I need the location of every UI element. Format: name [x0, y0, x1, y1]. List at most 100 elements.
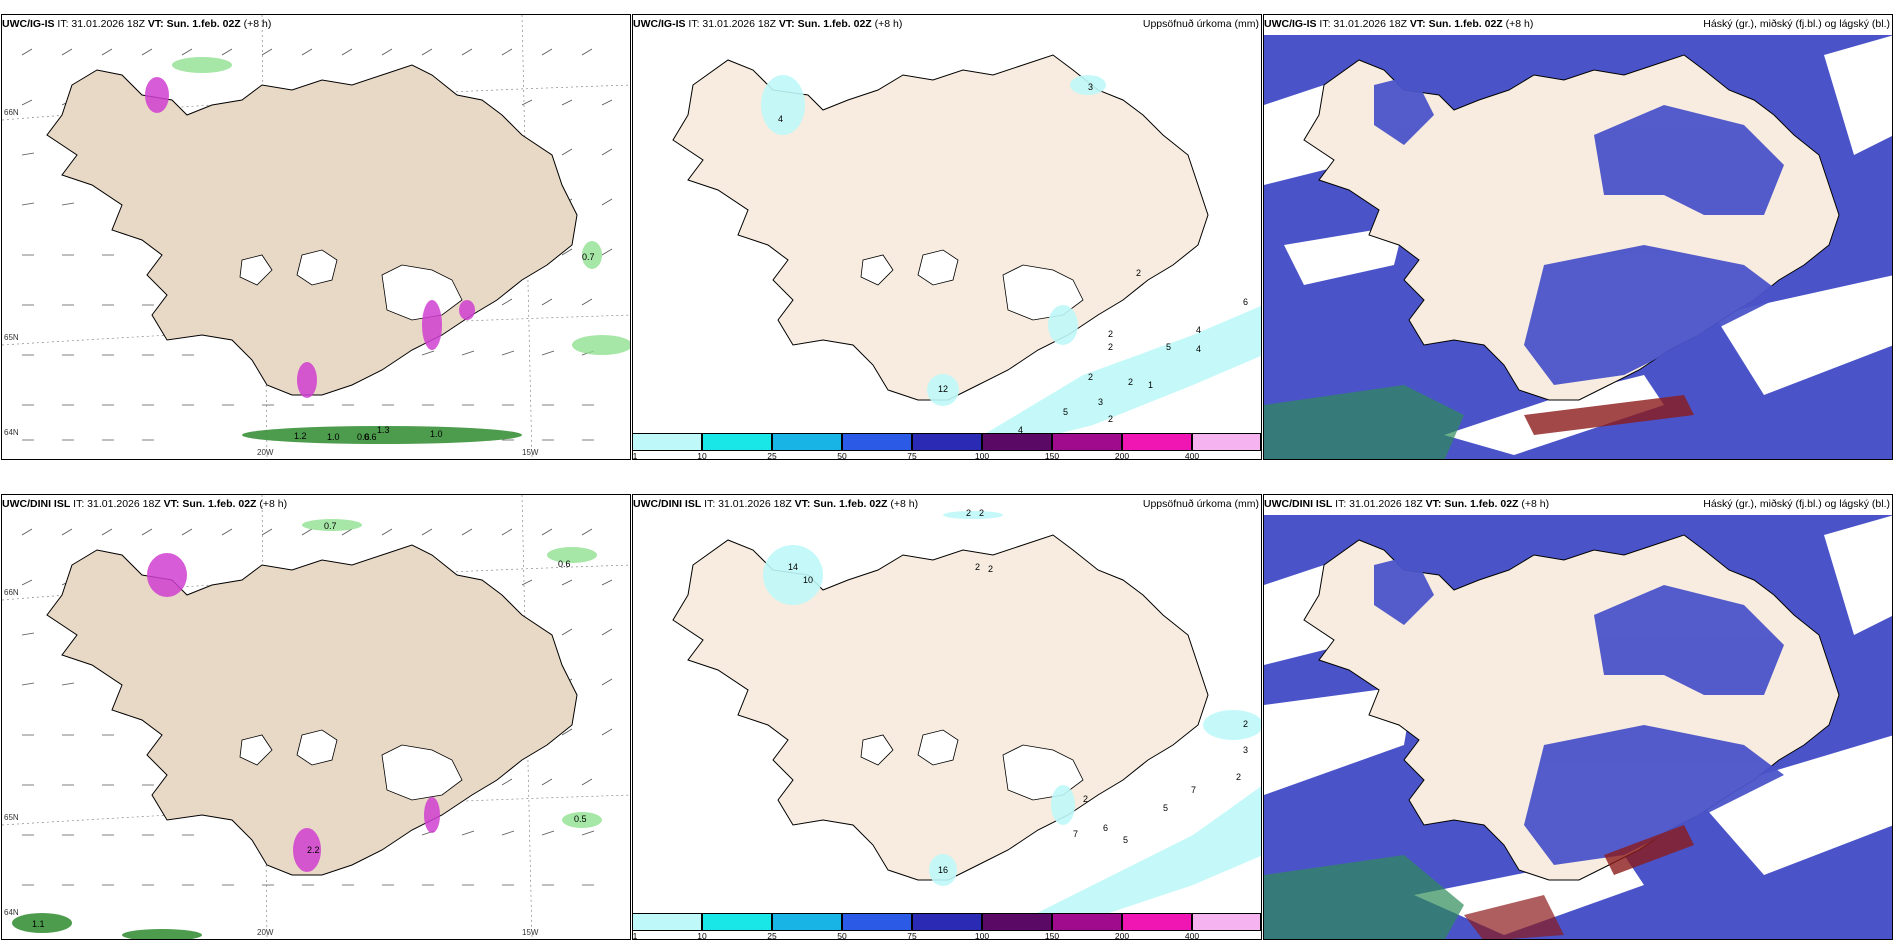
colorbar-segment	[772, 913, 842, 931]
colorbar-tick: 400	[1184, 931, 1200, 941]
precip-value: 7	[1191, 785, 1196, 795]
colorbar-tick: 10	[697, 451, 707, 461]
colorbar-tick: 75	[907, 451, 917, 461]
colorbar-segment	[702, 913, 772, 931]
valid-key: VT:	[1425, 498, 1442, 510]
lead-time: (+8 h)	[1521, 498, 1550, 510]
precip-value: 0.7	[582, 252, 595, 262]
lead-time: (+8 h)	[1505, 18, 1534, 30]
colorbar-tick: 25	[767, 451, 777, 461]
lon-label: 15W	[522, 928, 539, 937]
precip-value: 5	[1123, 835, 1128, 845]
precip-colorbar: 1 10 25 50 75 100 150 200 400	[632, 433, 1261, 461]
precip-value: 2	[966, 508, 971, 518]
field-title: Háský (gr.), miðský (fj.bl.) og lágský (…	[1703, 18, 1890, 30]
precip-value: 0.6	[364, 432, 377, 442]
lat-label: 66N	[4, 588, 19, 597]
model-name: UWC/DINI ISL	[633, 498, 702, 510]
colorbar-segment	[1052, 913, 1122, 931]
precip-value: 2	[1128, 377, 1133, 387]
precip-value: 2.2	[307, 845, 320, 855]
precip-value: 3	[1243, 745, 1248, 755]
lead-time: (+8 h)	[874, 18, 903, 30]
colorbar-segment	[842, 433, 912, 451]
wind-map-dini: 0.7 0.6 0.5 1.1 2.2 20W 15W 66N 65N 64N	[2, 495, 630, 939]
lead-time: (+8 h)	[890, 498, 919, 510]
precip-value: 3	[1088, 82, 1093, 92]
valid-time: Sun. 1.feb. 02Z	[813, 498, 888, 510]
panel-wind-dini: 0.7 0.6 0.5 1.1 2.2 20W 15W 66N 65N 64N …	[1, 494, 631, 940]
precip-value: 2	[979, 508, 984, 518]
lat-label: 65N	[4, 813, 19, 822]
iceland-land	[672, 54, 1209, 401]
panel-cloud-igis: UWC/IG-IS IT: 31.01.2026 18Z VT: Sun. 1.…	[1263, 14, 1893, 460]
colorbar-segment	[912, 433, 982, 451]
precip-value: 2	[1136, 268, 1141, 278]
valid-time: Sun. 1.feb. 02Z	[797, 18, 872, 30]
precip-value: 0.6	[558, 559, 571, 569]
lat-label: 64N	[4, 428, 19, 437]
model-name: UWC/IG-IS	[1264, 18, 1317, 30]
panel-cloud-dini: UWC/DINI ISL IT: 31.01.2026 18Z VT: Sun.…	[1263, 494, 1893, 940]
colorbar-tick: 25	[767, 931, 777, 941]
colorbar-tick: 75	[907, 931, 917, 941]
colorbar-tick: 150	[1044, 931, 1060, 941]
valid-time: Sun. 1.feb. 02Z	[1444, 498, 1519, 510]
panel-header: UWC/IG-IS IT: 31.01.2026 18Z VT: Sun. 1.…	[2, 15, 630, 33]
valid-key: VT:	[778, 18, 795, 30]
valid-key: VT:	[1409, 18, 1426, 30]
colorbar-tick: 150	[1044, 451, 1060, 461]
precip-value-labels: 3 4 2 6 4 5 4 2 2 2 2 1 3 5 2 4 12	[778, 82, 1248, 435]
init-time: IT: 31.01.2026 18Z	[688, 18, 776, 30]
colorbar-segment	[1052, 433, 1122, 451]
panel-header: UWC/DINI ISL IT: 31.01.2026 18Z VT: Sun.…	[2, 495, 630, 513]
precip-value: 3	[1098, 397, 1103, 407]
glaciers	[239, 249, 463, 321]
precip-value-labels: 0.7 1.2 1.0 0.6 1.3 1.0 0.6	[294, 252, 595, 442]
colorbar-segment	[982, 433, 1052, 451]
precip-value: 0.6	[357, 432, 370, 442]
precip-value: 12	[938, 384, 948, 394]
panel-header: UWC/DINI ISL IT: 31.01.2026 18Z VT: Sun.…	[633, 495, 1261, 513]
model-name: UWC/DINI ISL	[2, 498, 71, 510]
colorbar-segment	[772, 433, 842, 451]
colorbar-tick: 1	[632, 931, 638, 941]
graticule-labels: 20W 15W 66N 65N 64N	[4, 588, 539, 937]
cloud-map-igis	[1264, 35, 1892, 459]
lat-label: 65N	[4, 333, 19, 342]
colorbar-segment	[1192, 913, 1261, 931]
precip-value: 2	[1108, 414, 1113, 424]
lon-label: 15W	[522, 448, 539, 457]
lat-label: 64N	[4, 908, 19, 917]
precip-value: 2	[1083, 794, 1088, 804]
field-title: Háský (gr.), miðský (fj.bl.) og lágský (…	[1703, 498, 1890, 510]
iceland-land	[46, 544, 578, 876]
wind-map-igis: 0.7 1.2 1.0 0.6 1.3 1.0 0.6 20W 15W 66N …	[2, 15, 630, 459]
precip-value: 2	[1243, 719, 1248, 729]
precip-colorbar: 1 10 25 50 75 100 150 200 400	[632, 913, 1261, 941]
precip-value: 7	[1073, 829, 1078, 839]
init-time: IT: 31.01.2026 18Z	[57, 18, 145, 30]
precip-value: 1.0	[430, 429, 443, 439]
precip-value: 2	[1236, 772, 1241, 782]
colorbar-segment	[842, 913, 912, 931]
cloud-map-dini	[1264, 515, 1892, 939]
precip-value: 4	[1196, 325, 1201, 335]
lon-label: 20W	[257, 448, 274, 457]
precip-value: 2	[1108, 329, 1113, 339]
colorbar-segment	[982, 913, 1052, 931]
init-time: IT: 31.01.2026 18Z	[1319, 18, 1407, 30]
precip-value: 5	[1063, 407, 1068, 417]
precip-value: 1.3	[377, 425, 390, 435]
colorbar-tick: 100	[974, 931, 990, 941]
glaciers	[239, 729, 463, 801]
colorbar-tick: 200	[1114, 451, 1130, 461]
precip-value: 6	[1243, 297, 1248, 307]
lat-label: 66N	[4, 108, 19, 117]
valid-time: Sun. 1.feb. 02Z	[1428, 18, 1503, 30]
precip-areas	[12, 519, 602, 939]
colorbar-segment	[912, 913, 982, 931]
valid-key: VT:	[794, 498, 811, 510]
precip-value: 2	[988, 564, 993, 574]
precip-value: 14	[788, 562, 798, 572]
